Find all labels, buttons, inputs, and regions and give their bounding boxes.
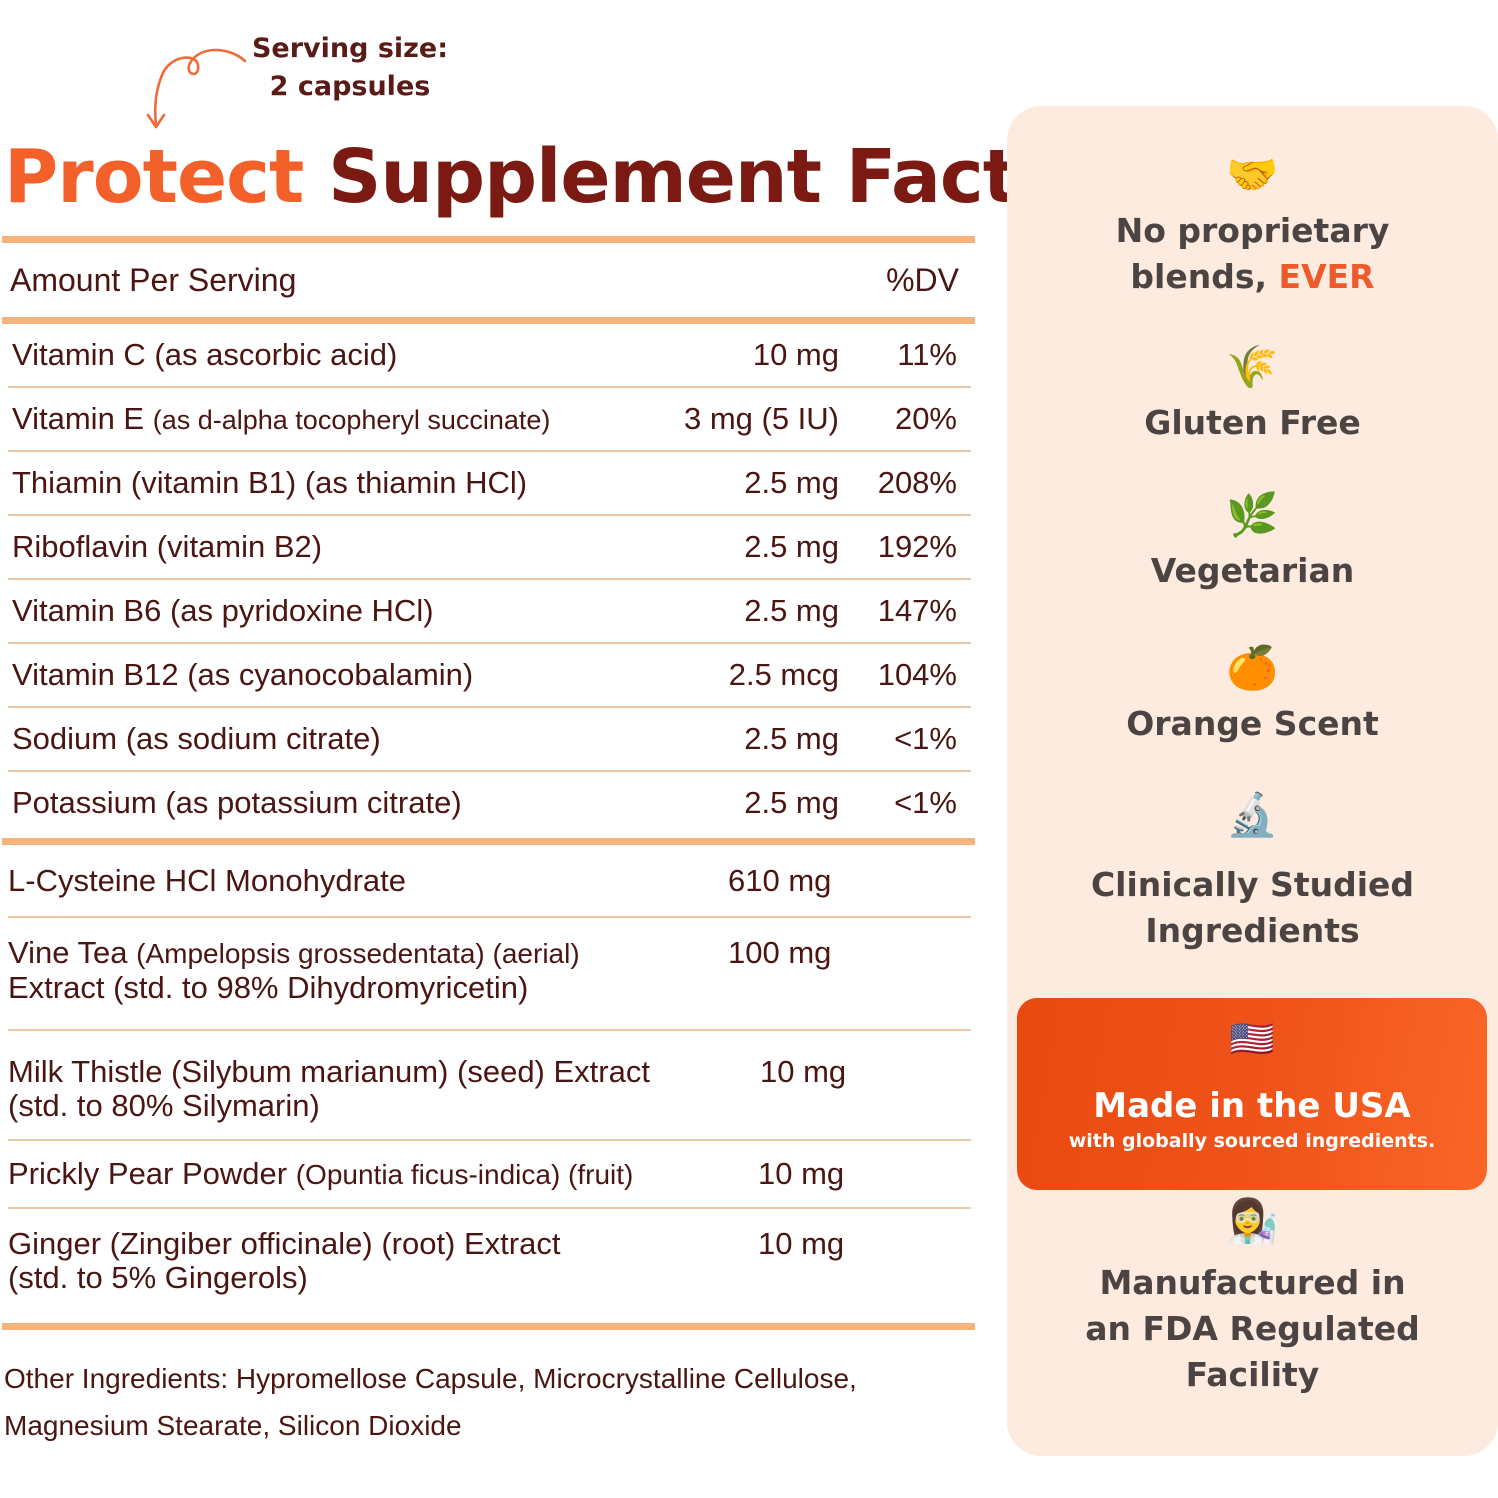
divider-thin: [8, 916, 971, 918]
curved-arrow-icon: [146, 48, 247, 129]
ingredient-amount: 10 mg: [760, 1054, 847, 1089]
nutrient-name: Potassium (as potassium citrate): [12, 785, 462, 820]
scientist-icon: 👩‍🔬: [1226, 1196, 1279, 1245]
table-row: Prickly Pear Powder (Opuntia ficus-indic…: [2, 1141, 975, 1207]
nutrient-dv: 20%: [894, 401, 957, 436]
ingredient-amount: 10 mg: [758, 1156, 845, 1191]
table-row: Sodium (as sodium citrate) 2.5 mg <1%: [2, 708, 975, 770]
divider-thin: [8, 1029, 971, 1031]
nutrient-name: Vitamin B6 (as pyridoxine HCl): [12, 593, 434, 628]
amount-per-serving-header: Amount Per Serving: [10, 261, 297, 298]
serving-size-label: Serving size:: [251, 33, 449, 64]
ingredient-name: Vine Tea (Ampelopsis grossedentata) (aer…: [8, 935, 580, 1005]
feature-clinically-studied: 🔬 Clinically Studied Ingredients: [1007, 790, 1498, 954]
divider-thin: [8, 1207, 971, 1209]
ingredient-name: Milk Thistle (Silybum marianum) (seed) E…: [8, 1054, 650, 1123]
divider-thick: [2, 838, 975, 845]
ingredient-amount: 10 mg: [758, 1226, 845, 1261]
divider-thin: [8, 450, 971, 452]
nutrient-dv: 104%: [877, 657, 957, 692]
nutrient-name: Vitamin C (as ascorbic acid): [12, 337, 398, 372]
table-row: Vine Tea (Ampelopsis grossedentata) (aer…: [2, 918, 975, 1029]
handshake-icon: 🤝: [1226, 150, 1279, 199]
made-in-usa-subtitle: with globally sourced ingredients.: [1068, 1130, 1436, 1152]
feature-no-proprietary-blends: 🤝 No proprietary blends, EVER: [1007, 150, 1498, 300]
divider-thin: [8, 386, 971, 388]
made-in-usa-title: Made in the USA: [1093, 1086, 1411, 1126]
title-text: Supplement Facts: [328, 134, 1061, 220]
divider-thick: [2, 1323, 975, 1330]
divider-thick: [2, 236, 975, 243]
divider-thick: [2, 317, 975, 324]
table-row: Vitamin C (as ascorbic acid) 10 mg 11%: [2, 324, 975, 386]
nutrient-name: Vitamin B12 (as cyanocobalamin): [12, 657, 474, 692]
divider-thin: [8, 642, 971, 644]
nutrient-dv: 192%: [877, 529, 957, 564]
table-row: Vitamin B12 (as cyanocobalamin) 2.5 mcg …: [2, 644, 975, 706]
made-in-usa-badge: 🇺🇸 Made in the USA with globally sourced…: [1017, 998, 1487, 1190]
ingredient-name: Ginger (Zingiber officinale) (root) Extr…: [8, 1226, 561, 1295]
nutrient-amount: 3 mg (5 IU): [683, 401, 839, 436]
feature-fda-facility: 👩‍🔬 Manufactured in an FDA Regulated Fac…: [1007, 1196, 1498, 1398]
table-row: Vitamin E (as d-alpha tocopheryl succina…: [2, 388, 975, 450]
serving-size: Serving size: 2 capsules: [240, 30, 460, 106]
brand-name: Protect: [4, 134, 304, 220]
nutrient-dv: 147%: [877, 593, 957, 628]
highlight-ever: EVER: [1278, 257, 1375, 296]
nutrient-amount: 2.5 mg: [744, 529, 839, 564]
nutrient-amount: 2.5 mg: [744, 593, 839, 628]
nutrient-name: Vitamin E (as d-alpha tocopheryl succina…: [12, 401, 551, 436]
table-row: Milk Thistle (Silybum marianum) (seed) E…: [2, 1031, 975, 1139]
dv-header: %DV: [886, 261, 959, 298]
divider-thin: [8, 706, 971, 708]
nutrient-amount: 2.5 mg: [744, 721, 839, 756]
table-row: Thiamin (vitamin B1) (as thiamin HCl) 2.…: [2, 452, 975, 514]
nutrient-dv: <1%: [894, 721, 957, 756]
table-row: L-Cysteine HCl Monohydrate 610 mg: [2, 845, 975, 916]
orange-icon: 🍊: [1226, 643, 1279, 692]
nutrient-amount: 2.5 mg: [744, 465, 839, 500]
nutrient-name: Sodium (as sodium citrate): [12, 721, 381, 756]
feature-orange-scent: 🍊 Orange Scent: [1007, 643, 1498, 747]
nutrient-dv: <1%: [894, 785, 957, 820]
us-flag-icon: 🇺🇸: [1229, 1019, 1275, 1060]
nutrient-amount: 2.5 mg: [744, 785, 839, 820]
divider-thin: [8, 514, 971, 516]
nutrient-amount: 10 mg: [752, 337, 839, 372]
other-ingredients-label: Other Ingredients:: [4, 1363, 229, 1394]
divider-thin: [8, 1139, 971, 1141]
ingredient-amount: 100 mg: [728, 935, 832, 970]
nutrient-dv: 208%: [877, 465, 957, 500]
feature-gluten-free: 🌾 Gluten Free: [1007, 342, 1498, 446]
nutrient-dv: 11%: [897, 337, 957, 372]
microscope-icon: 🔬: [1226, 790, 1279, 839]
ingredient-amount: 610 mg: [728, 862, 832, 898]
herb-icon: 🌿: [1226, 490, 1279, 539]
features-panel: [1007, 106, 1498, 1456]
serving-size-value: 2 capsules: [269, 71, 431, 102]
other-ingredients: Other Ingredients: Hypromellose Capsule,…: [4, 1355, 904, 1449]
supplement-facts-table: Amount Per Serving %DV Vitamin C (as asc…: [2, 236, 975, 1330]
table-header: Amount Per Serving %DV: [2, 243, 975, 317]
other-ingredients-text: Hypromellose Capsule, Microcrystalline C…: [4, 1363, 857, 1441]
ingredient-name: L-Cysteine HCl Monohydrate: [8, 862, 407, 898]
page-title: Protect Supplement Facts: [4, 132, 1061, 222]
feature-vegetarian: 🌿 Vegetarian: [1007, 490, 1498, 594]
table-row: Vitamin B6 (as pyridoxine HCl) 2.5 mg 14…: [2, 580, 975, 642]
table-row: Potassium (as potassium citrate) 2.5 mg …: [2, 772, 975, 834]
divider-thin: [8, 770, 971, 772]
ingredient-name: Prickly Pear Powder (Opuntia ficus-indic…: [8, 1155, 634, 1191]
rice-grain-icon: 🌾: [1226, 342, 1279, 391]
nutrient-amount: 2.5 mcg: [728, 657, 839, 692]
nutrient-name: Thiamin (vitamin B1) (as thiamin HCl): [12, 465, 528, 500]
nutrient-name: Riboflavin (vitamin B2): [12, 529, 323, 564]
table-row: Ginger (Zingiber officinale) (root) Extr…: [2, 1209, 975, 1323]
divider-thin: [8, 578, 971, 580]
table-row: Riboflavin (vitamin B2) 2.5 mg 192%: [2, 516, 975, 578]
